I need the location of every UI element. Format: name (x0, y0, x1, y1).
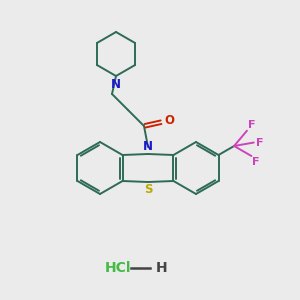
Text: F: F (256, 137, 263, 148)
Text: F: F (252, 157, 260, 167)
Text: HCl: HCl (105, 261, 131, 275)
Text: N: N (143, 140, 153, 153)
Text: H: H (156, 261, 168, 275)
Text: N: N (111, 78, 121, 91)
Text: O: O (164, 115, 174, 128)
Text: S: S (144, 183, 152, 196)
Text: F: F (248, 120, 256, 130)
